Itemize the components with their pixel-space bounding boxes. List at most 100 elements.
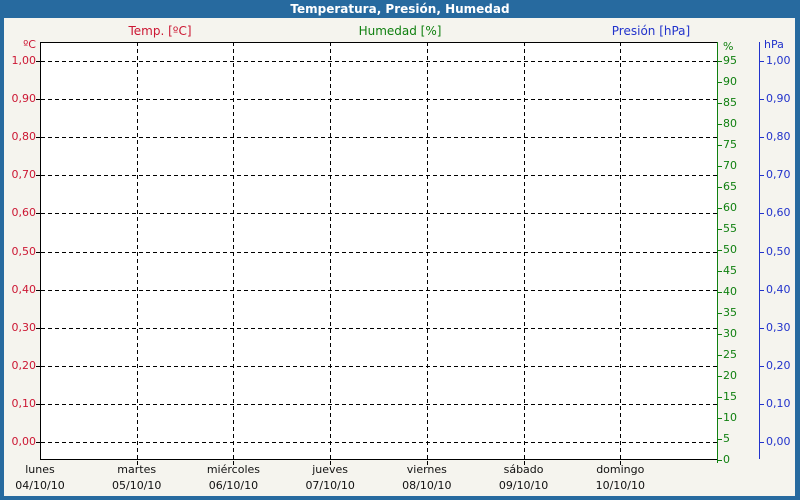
day-date-label: 06/10/10 (208, 479, 259, 492)
pressure-tick-label: 0,60 (766, 206, 791, 220)
pressure-axis-tick (760, 213, 764, 215)
h-gridline (41, 403, 717, 405)
temperature-tick-label: 0,40 (11, 282, 37, 296)
pressure-axis-tick (760, 99, 764, 101)
h-gridline (41, 137, 717, 139)
plot-area (40, 42, 717, 460)
temperature-axis-tick (36, 289, 40, 291)
humidity-tick-label: 5 (723, 432, 730, 445)
pressure-tick-label: 0,70 (766, 168, 791, 182)
temperature-tick-label: 0,60 (11, 206, 37, 220)
pressure-axis-line (759, 42, 760, 459)
pressure-tick-label: 0,40 (766, 282, 791, 296)
date-axis-tick (523, 461, 525, 465)
humidity-tick-label: 35 (723, 306, 737, 319)
h-gridline (41, 213, 717, 215)
humidity-axis-tick (718, 439, 722, 440)
window-title: Temperatura, Presión, Humedad (290, 2, 510, 16)
temperature-tick-label: 0,20 (11, 358, 37, 372)
day-date-label: 07/10/10 (305, 479, 355, 492)
humidity-axis-tick (718, 145, 722, 146)
h-gridline (41, 289, 717, 291)
legend-temperature: Temp. [ºC] (128, 24, 192, 38)
legend-humidity: Humedad [%] (358, 24, 442, 38)
humidity-axis-tick (718, 61, 722, 62)
day-date-label: 05/10/10 (112, 479, 162, 492)
date-axis-tick (136, 461, 138, 465)
h-gridline (41, 99, 717, 101)
pressure-axis-tick (760, 442, 764, 443)
humidity-tick-label: 20 (723, 369, 737, 382)
pressure-axis-tick (760, 175, 764, 177)
humidity-tick-label: 95 (723, 54, 737, 67)
window-border-bottom (0, 496, 800, 500)
humidity-axis-tick (718, 334, 722, 335)
v-gridline (330, 42, 332, 460)
day-name-label: viernes (406, 463, 447, 476)
pressure-axis-tick (760, 327, 764, 329)
temperature-tick-label: 0,70 (11, 168, 37, 182)
pressure-tick-label: 0,80 (766, 130, 791, 144)
h-gridline (41, 442, 717, 443)
humidity-axis-tick (718, 355, 722, 356)
humidity-axis-tick (718, 208, 722, 209)
h-gridline (41, 61, 717, 62)
date-axis-tick (233, 461, 235, 465)
date-axis-tick (426, 461, 428, 465)
humidity-tick-label: 45 (723, 264, 737, 277)
v-gridline (136, 42, 138, 460)
temperature-tick-label: 0,00 (11, 435, 37, 448)
humidity-tick-label: 75 (723, 138, 737, 151)
day-name-label: martes (117, 463, 157, 476)
humidity-axis-tick (718, 82, 722, 83)
temperature-axis-tick (36, 251, 40, 253)
pressure-tick-label: 0,20 (766, 358, 791, 372)
temperature-axis-tick (36, 403, 40, 405)
temperature-tick-label: 0,30 (11, 320, 37, 334)
pressure-axis-tick (760, 61, 764, 62)
humidity-axis-tick (718, 460, 722, 461)
window-title-bar[interactable]: Temperatura, Presión, Humedad (0, 0, 800, 18)
h-gridline (41, 365, 717, 367)
humidity-tick-label: 10 (723, 411, 737, 424)
humidity-axis-line (717, 42, 718, 463)
pressure-axis-tick (760, 137, 764, 139)
humidity-axis-tick (718, 313, 722, 314)
day-name-label: sábado (503, 463, 544, 476)
pressure-tick-label: 0,00 (766, 435, 791, 448)
pressure-axis-tick (760, 403, 764, 405)
temperature-axis-tick (36, 327, 40, 329)
pressure-axis-tick (760, 251, 764, 253)
temperature-axis-tick (36, 213, 40, 215)
temperature-tick-label: 0,80 (11, 130, 37, 144)
day-name-label: miércoles (206, 463, 260, 476)
window-border-right (795, 18, 800, 500)
humidity-tick-label: 0 (723, 453, 730, 466)
legend-pressure: Presión [hPa] (611, 24, 691, 38)
date-axis-tick (620, 461, 622, 465)
humidity-axis-unit: % (723, 40, 734, 53)
h-gridline (41, 251, 717, 253)
h-gridline (41, 175, 717, 177)
v-gridline (523, 42, 525, 460)
pressure-axis-unit: hPa (764, 38, 784, 51)
temperature-tick-label: 0,50 (11, 244, 37, 258)
humidity-axis-tick (718, 250, 722, 251)
day-date-label: 04/10/10 (15, 479, 65, 492)
v-gridline (233, 42, 235, 460)
pressure-tick-label: 0,10 (766, 396, 791, 410)
humidity-axis-tick (718, 418, 722, 419)
temperature-axis-unit: ºC (23, 38, 36, 51)
pressure-tick-label: 1,00 (766, 54, 791, 67)
pressure-tick-label: 0,90 (766, 92, 791, 106)
humidity-axis-tick (718, 229, 722, 230)
day-name-label: jueves (312, 463, 349, 476)
humidity-tick-label: 85 (723, 96, 737, 109)
temperature-axis-tick (36, 99, 40, 101)
humidity-axis-tick (718, 376, 722, 377)
humidity-tick-label: 60 (723, 201, 737, 214)
humidity-tick-label: 90 (723, 75, 737, 88)
temperature-tick-label: 0,10 (11, 396, 37, 410)
humidity-axis-tick (718, 397, 722, 398)
temperature-tick-label: 0,90 (11, 92, 37, 106)
